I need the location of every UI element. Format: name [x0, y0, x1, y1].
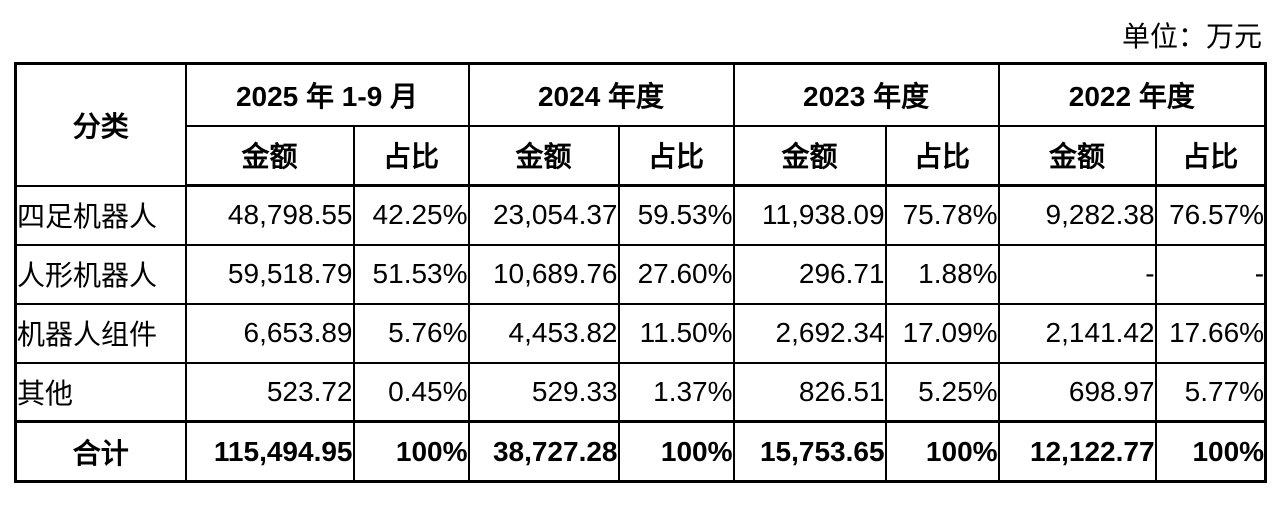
ratio-cell: 1.37% [617, 361, 735, 423]
category-cell: 四足机器人 [14, 184, 187, 246]
amount-header-2025: 金额 [184, 124, 355, 187]
period-header-row: 分类 2025 年 1-9 月 2024 年度 2023 年度 2022 年度 [14, 62, 1267, 187]
period-header-2024: 2024 年度 [467, 62, 735, 127]
table-row-quadruped-robot: 四足机器人 48,798.55 42.25% 23,054.37 59.53% … [14, 184, 1267, 246]
ratio-header-2022: 占比 [1154, 124, 1267, 187]
ratio-header-2023: 占比 [884, 124, 1000, 187]
revenue-breakdown-table: 分类 2025 年 1-9 月 2024 年度 2023 年度 2022 年度 … [14, 62, 1268, 483]
amount-header-2024: 金额 [467, 124, 620, 187]
amount-cell: 523.72 [184, 361, 355, 423]
ratio-cell: 5.76% [352, 302, 470, 364]
ratio-cell: 11.50% [617, 302, 735, 364]
ratio-header-2024: 占比 [617, 124, 735, 187]
amount-cell: 48,798.55 [184, 184, 355, 246]
ratio-cell: 5.77% [1154, 361, 1267, 423]
total-label-cell: 合计 [14, 420, 187, 483]
ratio-cell: 27.60% [617, 243, 735, 305]
category-cell: 机器人组件 [14, 302, 187, 364]
period-header-2023: 2023 年度 [732, 62, 1000, 127]
ratio-cell: 42.25% [352, 184, 470, 246]
ratio-cell: 17.09% [884, 302, 1000, 364]
amount-cell: 698.97 [997, 361, 1157, 423]
total-ratio-cell: 100% [352, 420, 470, 483]
amount-header-2023: 金额 [732, 124, 887, 187]
amount-cell: 23,054.37 [467, 184, 620, 246]
total-ratio-cell: 100% [1154, 420, 1267, 483]
ratio-cell: 76.57% [1154, 184, 1267, 246]
category-column-header: 分类 [14, 62, 187, 187]
total-amount-cell: 38,727.28 [467, 420, 620, 483]
ratio-cell: 75.78% [884, 184, 1000, 246]
ratio-header-2025: 占比 [352, 124, 470, 187]
unit-label: 单位：万元 [1121, 21, 1262, 52]
amount-cell: 10,689.76 [467, 243, 620, 305]
amount-cell: 826.51 [732, 361, 887, 423]
total-ratio-cell: 100% [617, 420, 735, 483]
period-header-2022: 2022 年度 [997, 62, 1267, 127]
table-row-humanoid-robot: 人形机器人 59,518.79 51.53% 10,689.76 27.60% … [14, 243, 1267, 305]
ratio-cell: 1.88% [884, 243, 1000, 305]
amount-cell: 2,141.42 [997, 302, 1157, 364]
amount-cell: 6,653.89 [184, 302, 355, 364]
ratio-cell: 17.66% [1154, 302, 1267, 364]
total-ratio-cell: 100% [884, 420, 1000, 483]
amount-cell: 2,692.34 [732, 302, 887, 364]
ratio-cell: - [1154, 243, 1267, 305]
ratio-cell: 5.25% [884, 361, 1000, 423]
table-row-robot-components: 机器人组件 6,653.89 5.76% 4,453.82 11.50% 2,6… [14, 302, 1267, 364]
table-row-other: 其他 523.72 0.45% 529.33 1.37% 826.51 5.25… [14, 361, 1267, 423]
total-amount-cell: 15,753.65 [732, 420, 887, 483]
ratio-cell: 51.53% [352, 243, 470, 305]
ratio-cell: 59.53% [617, 184, 735, 246]
amount-cell: 59,518.79 [184, 243, 355, 305]
amount-cell: 529.33 [467, 361, 620, 423]
total-amount-cell: 12,122.77 [997, 420, 1157, 483]
amount-cell: 4,453.82 [467, 302, 620, 364]
table-row-total: 合计 115,494.95 100% 38,727.28 100% 15,753… [14, 420, 1267, 483]
category-cell: 人形机器人 [14, 243, 187, 305]
metric-header-row: 金额 占比 金额 占比 金额 占比 金额 占比 [16, 124, 1267, 187]
amount-cell: - [997, 243, 1157, 305]
total-amount-cell: 115,494.95 [184, 420, 355, 483]
category-cell: 其他 [14, 361, 187, 423]
period-header-2025: 2025 年 1-9 月 [184, 62, 470, 127]
ratio-cell: 0.45% [352, 361, 470, 423]
amount-cell: 11,938.09 [732, 184, 887, 246]
amount-cell: 9,282.38 [997, 184, 1157, 246]
amount-cell: 296.71 [732, 243, 887, 305]
amount-header-2022: 金额 [997, 124, 1157, 187]
